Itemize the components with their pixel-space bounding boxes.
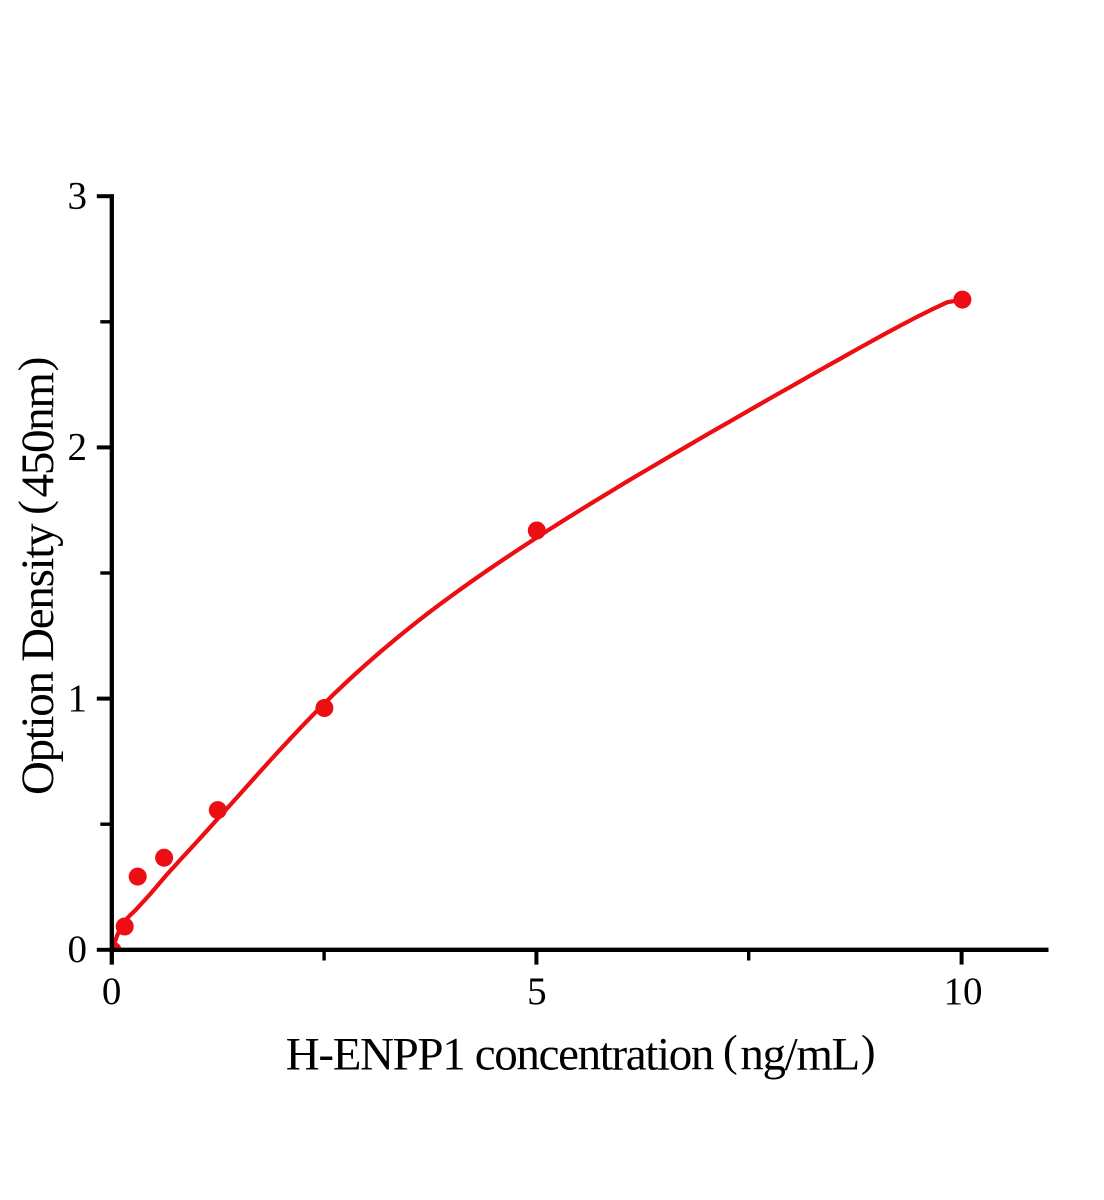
svg-text:1: 1 (68, 677, 88, 720)
svg-text:H-ENPP1 concentration(ng/mL): H-ENPP1 concentration (ng/mL) (286, 1027, 874, 1081)
svg-text:10: 10 (944, 970, 983, 1013)
svg-text:3: 3 (68, 174, 88, 217)
svg-text:5: 5 (527, 970, 547, 1013)
svg-text:0: 0 (68, 928, 88, 971)
svg-text:Option Density(450nm): Option Density(450nm) (10, 358, 64, 795)
svg-text:0: 0 (102, 970, 122, 1013)
svg-text:2: 2 (68, 426, 88, 469)
